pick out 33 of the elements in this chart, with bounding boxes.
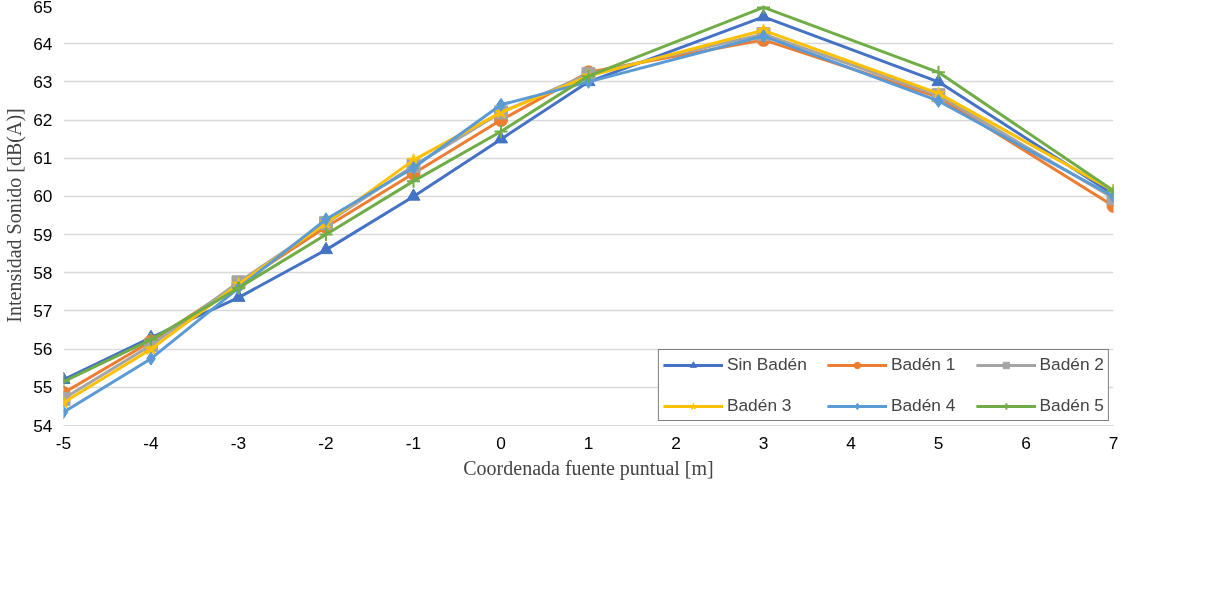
y-tick-label: 62 — [33, 110, 53, 131]
y-tick-label: 59 — [33, 224, 53, 245]
y-axis-title: Intensidad Sonido [dB(A)] — [3, 108, 27, 323]
y-tick-label: 61 — [33, 148, 53, 169]
y-tick-label: 60 — [33, 186, 53, 207]
x-tick-label: -1 — [405, 432, 422, 453]
x-tick-label: 3 — [758, 432, 769, 453]
legend-label: Badén 2 — [1039, 354, 1104, 375]
legend-label: Badén 5 — [1039, 395, 1104, 416]
legend-label: Badén 1 — [890, 354, 956, 375]
y-tick-label: 58 — [33, 262, 53, 283]
y-tick-label: 55 — [33, 377, 53, 398]
x-axis-title: Coordenada fuente puntual [m] — [463, 456, 714, 480]
x-tick-label: 5 — [933, 432, 944, 453]
x-tick-label: -4 — [143, 432, 160, 453]
x-tick-label: -5 — [55, 432, 72, 453]
y-tick-label: 63 — [33, 71, 53, 92]
y-tick-label: 57 — [33, 300, 53, 321]
x-tick-label: 6 — [1021, 432, 1031, 453]
legend-label: Badén 3 — [726, 395, 792, 416]
y-tick-label: 54 — [33, 415, 53, 436]
legend-label: Sin Badén — [726, 354, 807, 375]
x-tick-label: 2 — [671, 432, 681, 453]
x-tick-label: 4 — [846, 432, 857, 453]
x-tick-label: -3 — [230, 432, 247, 453]
y-tick-label: 65 — [33, 0, 53, 17]
x-tick-label: -2 — [318, 432, 334, 453]
x-tick-label: 7 — [1108, 432, 1119, 453]
y-tick-label: 64 — [33, 33, 53, 54]
x-tick-label: 0 — [496, 432, 506, 453]
legend-label: Badén 4 — [890, 395, 956, 416]
y-tick-label: 56 — [33, 339, 53, 360]
x-tick-label: 1 — [583, 432, 594, 453]
